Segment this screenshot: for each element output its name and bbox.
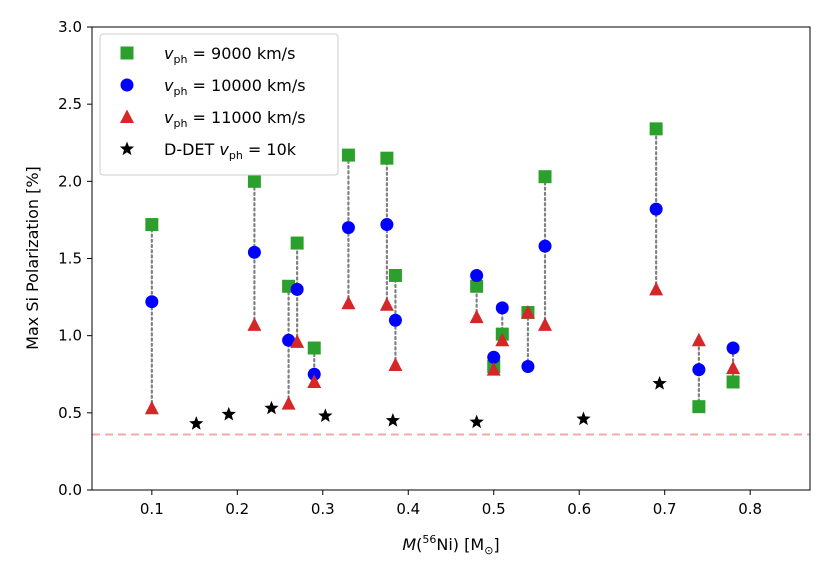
point-triangle-0: [144, 400, 159, 415]
x-axis: 0.1 0.2 0.3 0.4 0.5 0.6 0.7 0.8: [140, 490, 762, 518]
y-tick-label: 0.5: [58, 404, 82, 422]
point-square-13: [649, 122, 663, 136]
legend-label-ddet: D-DET vph = 10k: [164, 140, 297, 162]
x-tick-label: 0.1: [140, 500, 164, 518]
y-tick-label: 2.5: [58, 95, 82, 113]
point-triangle-3: [290, 334, 305, 348]
point-circle-5: [341, 221, 355, 235]
point-square-0: [145, 218, 159, 232]
point-circle-4: [307, 367, 321, 381]
point-circle-10: [495, 301, 509, 315]
point-square-1: [247, 174, 261, 188]
point-square-4: [307, 341, 321, 355]
legend-label-10000: vph = 10000 km/s: [164, 76, 306, 98]
legend-frame: [99, 33, 339, 176]
x-axis-label: M(56Ni) [M⊙]: [402, 533, 499, 557]
point-triangle-6: [379, 297, 394, 311]
point-circle-6: [380, 218, 394, 232]
x-tick-label: 0.6: [567, 500, 591, 518]
legend-label-9000: vph = 9000 km/s: [164, 44, 295, 66]
x-tick-label: 0.8: [738, 500, 762, 518]
y-axis-label: Max Si Polarization [%]: [23, 166, 42, 350]
x-tick-label: 0.2: [225, 500, 249, 518]
point-circle-7: [388, 313, 402, 327]
point-square-14: [692, 400, 706, 414]
legend-marker-star: [119, 141, 135, 156]
point-square-8: [470, 279, 484, 293]
point-circle-14: [692, 363, 706, 377]
marker-layer: [144, 122, 741, 430]
x-tick-label: 0.7: [653, 500, 677, 518]
y-tick-label: 1.0: [58, 327, 82, 345]
y-axis: 0.0 0.5 1.0 1.5 2.0 2.5 3.0: [58, 18, 92, 499]
point-star-3: [318, 408, 333, 422]
y-tick-label: 3.0: [58, 18, 82, 36]
point-triangle-9: [486, 362, 501, 376]
y-tick-label: 0.0: [58, 481, 82, 499]
point-square-3: [290, 236, 304, 250]
point-triangle-5: [341, 295, 356, 310]
point-circle-12: [538, 239, 552, 253]
point-star-5: [469, 414, 484, 429]
point-square-5: [341, 148, 355, 162]
legend-markers: [119, 46, 135, 156]
legend-marker-circle: [120, 78, 134, 92]
point-circle-13: [649, 202, 663, 216]
point-square-15: [726, 375, 740, 389]
point-square-12: [538, 170, 552, 184]
point-circle-9: [487, 350, 501, 364]
point-star-2: [264, 400, 279, 415]
x-tick-label: 0.5: [482, 500, 506, 518]
point-triangle-2: [281, 396, 296, 410]
point-star-7: [652, 376, 667, 390]
legend-marker-square: [120, 46, 134, 60]
point-triangle-8: [469, 309, 484, 324]
point-circle-8: [470, 268, 484, 282]
legend-marker-triangle: [120, 109, 134, 123]
point-square-6: [380, 151, 394, 165]
point-star-1: [221, 406, 236, 421]
point-circle-1: [247, 245, 261, 259]
point-triangle-11: [520, 305, 535, 319]
point-circle-2: [282, 333, 296, 347]
point-triangle-14: [691, 332, 706, 347]
point-triangle-12: [538, 317, 553, 331]
point-star-0: [189, 416, 204, 430]
point-triangle-1: [247, 317, 262, 331]
point-circle-0: [145, 295, 159, 309]
point-triangle-15: [726, 360, 741, 375]
point-star-4: [385, 413, 401, 427]
point-triangle-7: [388, 357, 403, 371]
point-square-7: [388, 268, 402, 282]
point-circle-15: [726, 341, 740, 355]
point-circle-3: [290, 282, 304, 296]
point-circle-11: [521, 360, 535, 374]
point-triangle-13: [649, 281, 664, 296]
x-tick-label: 0.4: [396, 500, 420, 518]
y-tick-label: 2.0: [58, 172, 82, 190]
point-triangle-4: [307, 374, 322, 388]
x-tick-label: 0.3: [311, 500, 335, 518]
legend-label-11000: vph = 11000 km/s: [164, 108, 306, 130]
point-star-6: [576, 411, 591, 426]
legend: vph = 9000 km/s vph = 10000 km/s vph = 1…: [99, 33, 339, 176]
point-triangle-10: [495, 332, 510, 347]
y-tick-label: 1.5: [58, 250, 82, 268]
